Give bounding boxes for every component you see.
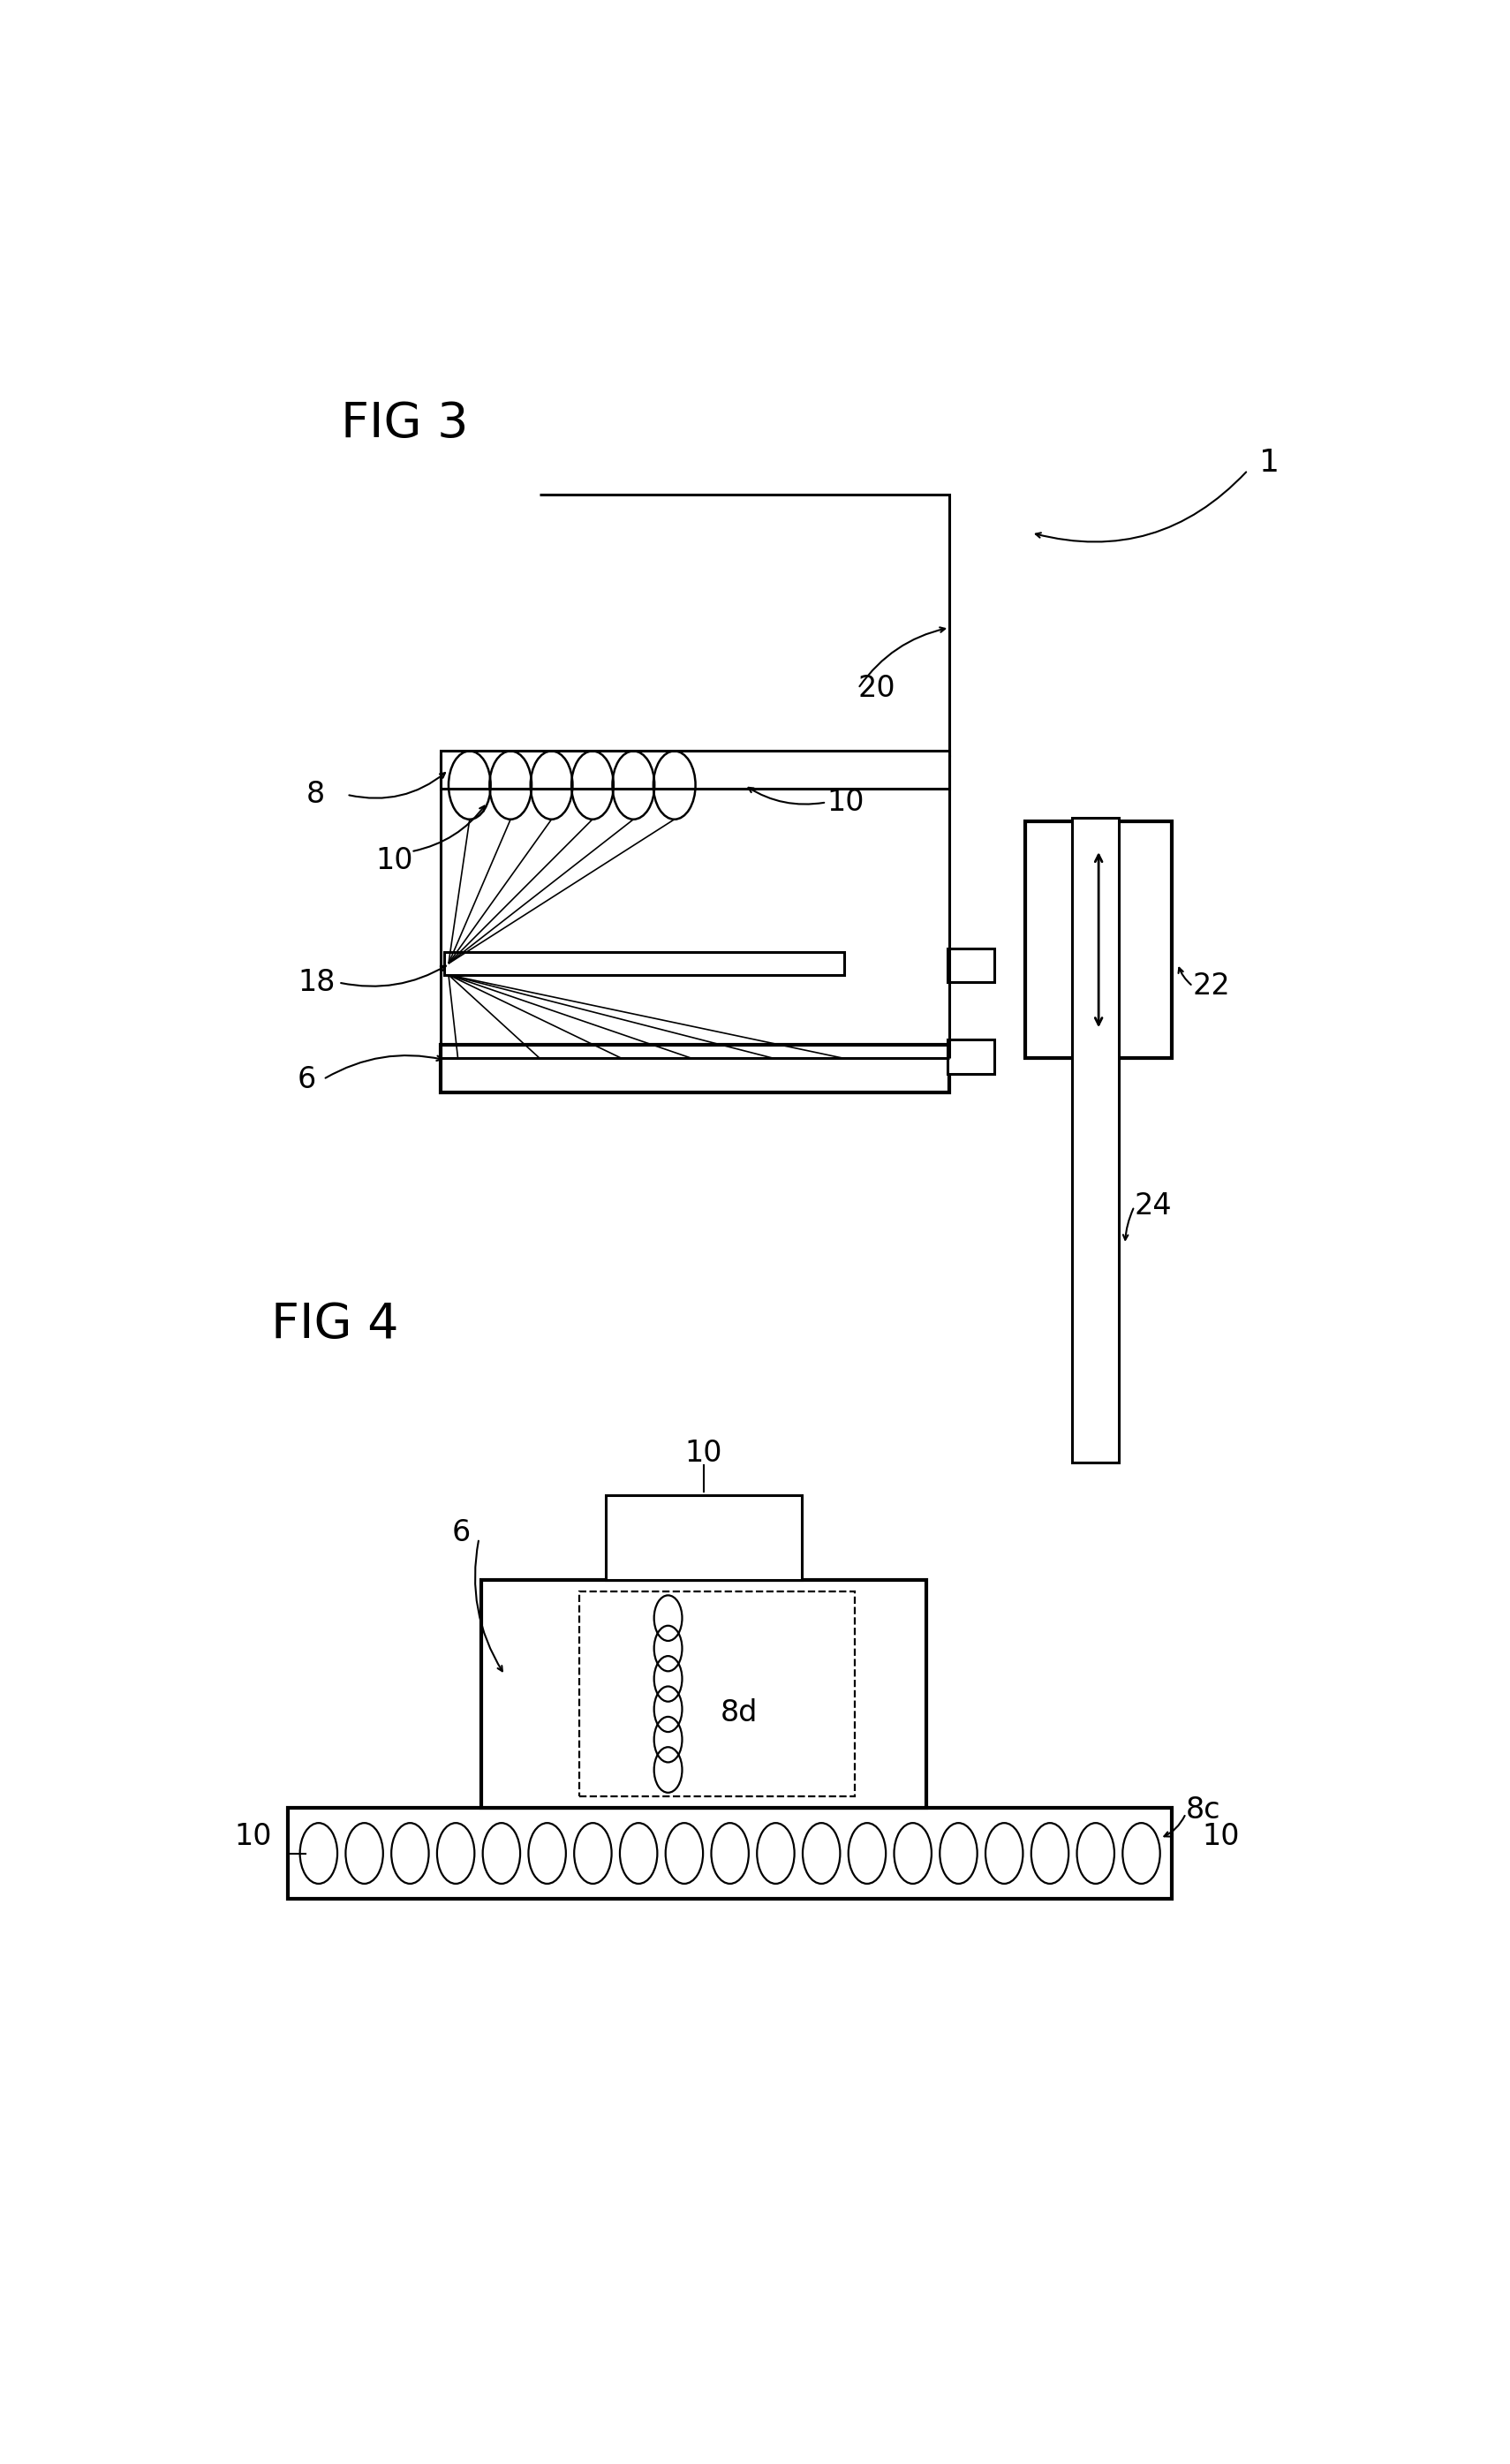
Text: 10: 10 [376, 848, 414, 875]
Text: 1: 1 [1259, 448, 1280, 478]
Text: 10: 10 [686, 1439, 722, 1469]
Text: 6: 6 [297, 1064, 317, 1094]
Bar [1072, 818, 1119, 1464]
Bar [580, 1592, 855, 1796]
Text: 6: 6 [451, 1518, 471, 1547]
Text: 18: 18 [297, 968, 335, 998]
Text: 8c: 8c [1185, 1796, 1220, 1823]
Text: 10: 10 [1202, 1821, 1240, 1850]
Text: 10: 10 [234, 1821, 272, 1850]
Bar [288, 1809, 1172, 1900]
Bar [606, 1496, 802, 1579]
Text: FIG 3: FIG 3 [341, 399, 468, 448]
Text: 24: 24 [1134, 1193, 1172, 1222]
Bar [444, 951, 844, 976]
Text: 8: 8 [305, 781, 325, 808]
Text: FIG 4: FIG 4 [270, 1301, 399, 1348]
Text: 10: 10 [826, 788, 864, 818]
Bar [482, 1579, 926, 1809]
Text: 22: 22 [1193, 971, 1231, 1000]
Bar [1025, 821, 1172, 1060]
Bar [441, 1045, 950, 1092]
Text: 20: 20 [858, 673, 895, 702]
Bar [947, 949, 994, 983]
Bar [947, 1040, 994, 1074]
Text: 8d: 8d [720, 1698, 758, 1727]
Bar [441, 752, 950, 788]
